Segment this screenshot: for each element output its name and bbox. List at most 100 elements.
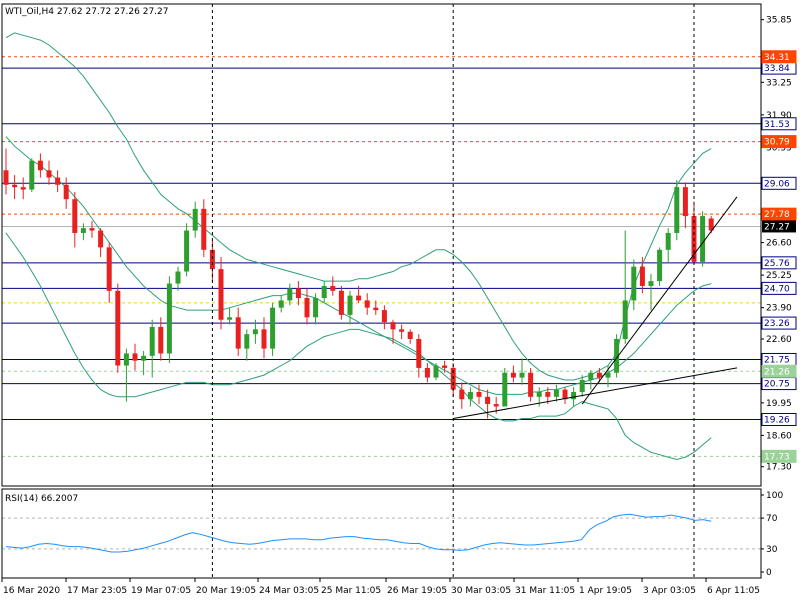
level-label: 33.84 [764,64,790,74]
rsi-pane-frame [1,488,762,579]
rsi-tick-label: 100 [766,491,783,501]
candle-body [20,187,26,190]
candle-body [295,288,301,299]
current-price-label-bg [762,220,796,233]
level-label: 25.76 [764,259,790,269]
level-label: 17.73 [764,452,790,462]
candle-body [347,295,353,315]
price-tick-label: 22.60 [766,335,792,345]
rsi-tick-label: 30 [766,545,778,555]
level-label: 20.75 [764,380,790,390]
price-tick-label: 25.25 [766,271,792,281]
candle-body [261,329,267,349]
trendline[interactable] [581,196,738,405]
candle-body [700,216,706,262]
candle-body [184,230,190,272]
rsi-title: RSI(14) 66.2007 [5,494,78,504]
price-tick-label: 18.60 [766,431,792,441]
candle-body [227,317,233,320]
level-label-box [761,256,797,270]
candle-body [356,295,362,301]
level-label-box [761,449,797,463]
level-label: 21.75 [764,355,790,365]
candle-body [63,184,69,200]
candle-body [622,300,628,339]
candle-body [244,334,250,349]
candle-body [674,187,680,233]
time-tick-label: 30 Mar 03:05 [451,586,511,596]
candle-body [270,307,276,349]
level-label-box [761,412,797,426]
candle-body [665,232,671,250]
candle-body [442,365,448,368]
candle-body [12,184,18,188]
time-tick-label: 24 Mar 03:05 [259,586,319,596]
level-label-box [761,117,797,131]
current-price-label: 27.27 [764,222,790,232]
level-label-box [761,364,797,378]
candle-body [373,307,379,311]
candle-body [123,353,129,366]
price-tick-label: 23.90 [766,304,792,314]
candle-body [459,389,465,400]
level-label: 30.79 [764,138,790,148]
level-label-box [761,135,797,149]
level-label: 19.26 [764,415,790,425]
candle-body [614,338,620,373]
candle-body [149,326,155,356]
time-tick-label: 25 Mar 11:05 [321,586,381,596]
candle-body [80,228,86,233]
chart-title: WTI_Oil,H4 27.62 27.72 27.26 27.27 [5,7,169,17]
candle-body [579,379,585,393]
level-label: 27.78 [764,210,790,220]
candle-body [562,389,568,400]
candle-body [338,290,344,315]
trendline[interactable] [453,367,738,420]
candle-body [381,310,387,323]
candle-body [287,288,293,301]
candle-body [132,353,138,361]
candle-body [588,372,594,380]
time-tick-label: 6 Apr 11:05 [707,586,760,596]
candle-body [631,266,637,301]
bollinger-middle [5,136,712,395]
candle-body [115,290,121,366]
price-tick-label: 31.90 [766,111,792,121]
candle-body [407,331,413,339]
candle-body [209,249,215,270]
level-label-box [761,207,797,221]
candle-body [3,170,9,185]
candle-body [235,317,241,349]
bollinger-lower [5,232,712,461]
candle-body [528,372,534,397]
candle-body [399,329,405,332]
candle-body [424,367,430,378]
price-tick-label: 30.55 [766,143,792,153]
rsi-tick-label: 70 [766,514,778,524]
candle-body [321,285,327,299]
candle-body [467,392,473,400]
candle-body [553,389,559,397]
candle-body [476,392,482,397]
candle-body [510,372,516,378]
candle-body [493,404,499,407]
candle-body [304,298,310,318]
candle-body [639,266,645,286]
time-tick-label: 19 Mar 07:05 [131,586,191,596]
candle-body [519,372,525,378]
price-tick-label: 19.95 [766,399,792,409]
time-tick-label: 17 Mar 23:05 [67,586,127,596]
rsi-line [5,513,712,553]
candle-body [192,208,198,231]
candle-body [158,326,164,354]
candle-body [536,392,542,397]
level-label: 31.53 [764,120,790,130]
candle-body [416,338,422,368]
candle-body [364,300,370,308]
candle-body [313,298,319,318]
candle-body [89,228,95,231]
price-tick-label: 33.25 [766,78,792,88]
time-tick-label: 20 Mar 19:05 [196,586,256,596]
